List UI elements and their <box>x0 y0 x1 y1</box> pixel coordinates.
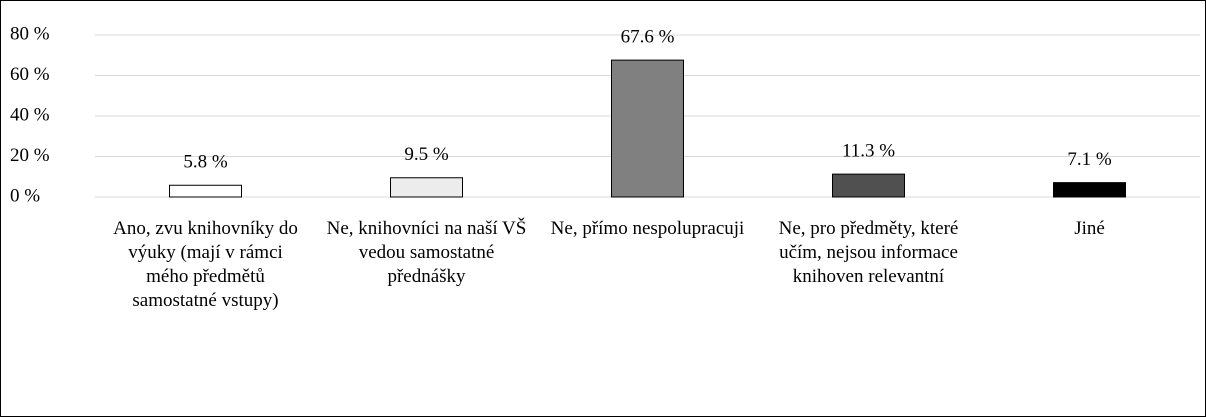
value-label: 7.1 % <box>1067 149 1112 170</box>
value-label: 67.6 % <box>621 26 675 47</box>
value-label: 11.3 % <box>842 140 895 161</box>
bar <box>390 177 463 198</box>
bar <box>611 59 684 198</box>
bar <box>1053 182 1126 198</box>
y-tick-label: 80 % <box>10 23 50 44</box>
y-tick-label: 40 % <box>10 104 50 125</box>
x-tick-label: Ano, zvu knihovníky do výuky (mají v rám… <box>113 218 298 311</box>
x-tick-label: Ne, knihovníci na naší VŠ vedou samostat… <box>326 218 527 287</box>
bar <box>169 184 242 198</box>
x-tick-label: Ne, pro předměty, které učím, nejsou inf… <box>778 218 959 287</box>
y-tick-label: 0 % <box>10 185 40 206</box>
x-tick-label: Jiné <box>1074 218 1105 239</box>
x-tick-label: Ne, přímo nespolupracuji <box>550 218 745 239</box>
y-tick-label: 20 % <box>10 145 50 166</box>
y-tick-label: 60 % <box>10 64 50 85</box>
value-label: 5.8 % <box>183 152 228 173</box>
bar <box>832 173 905 198</box>
value-label: 9.5 % <box>404 144 449 165</box>
